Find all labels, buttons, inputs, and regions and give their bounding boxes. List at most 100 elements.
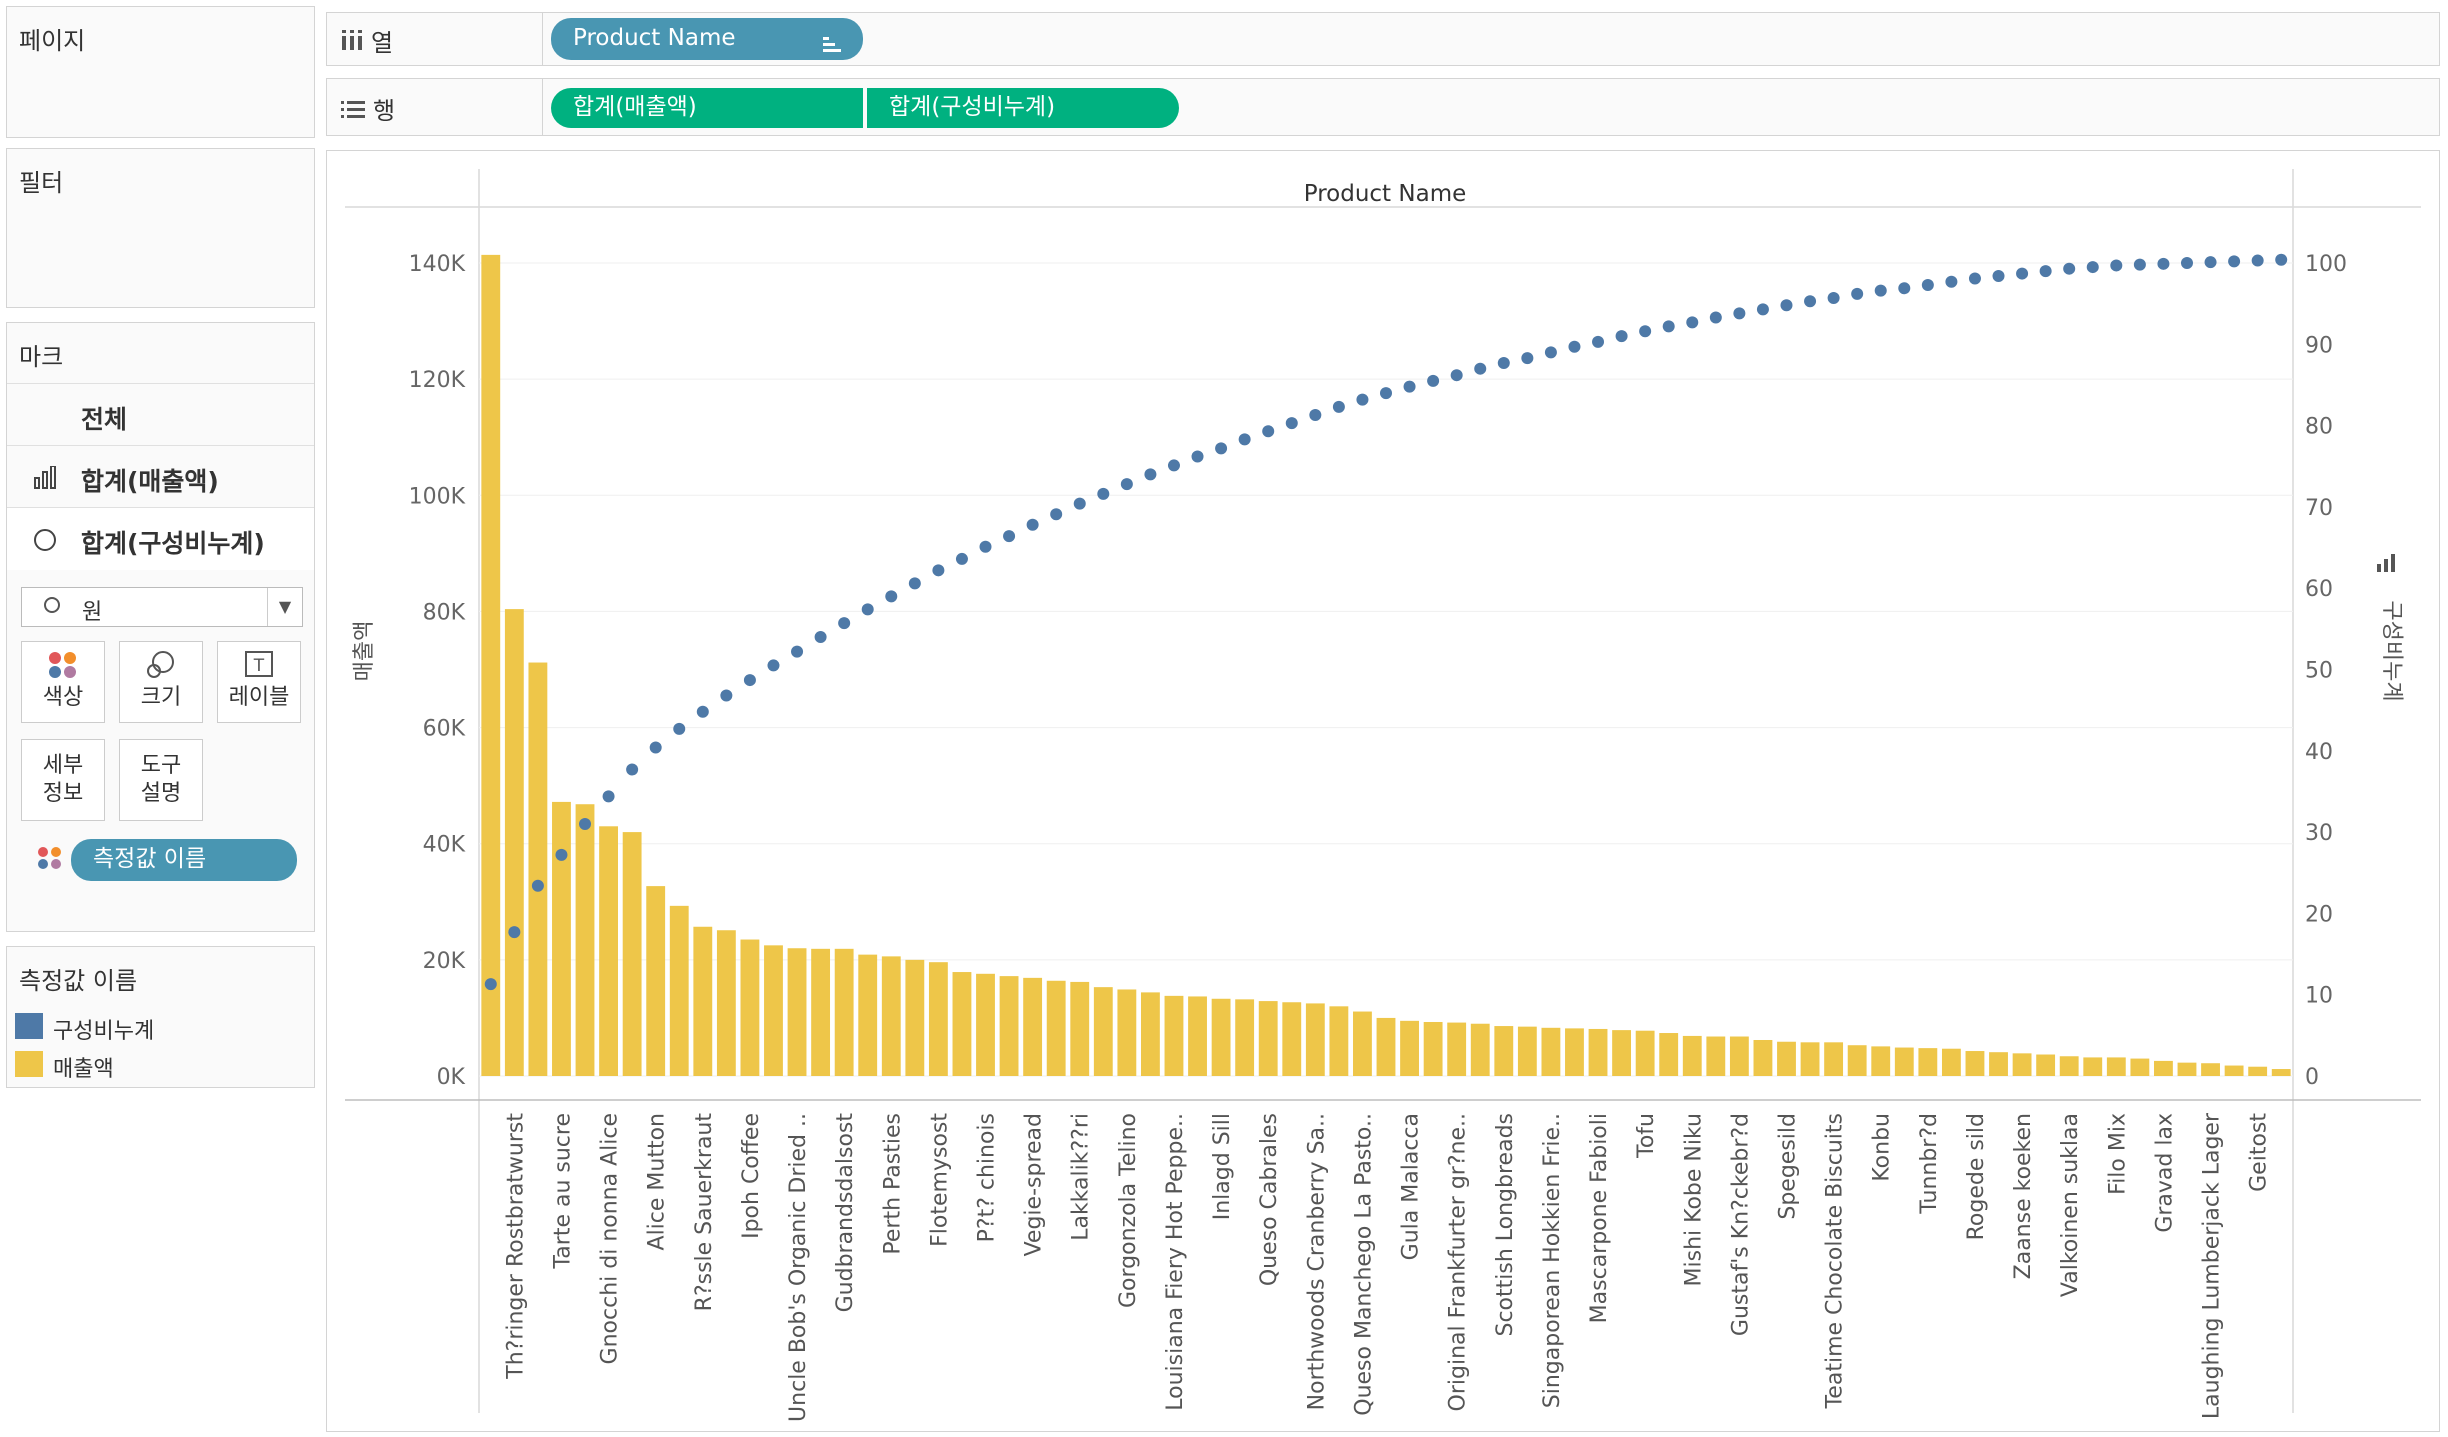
sales-bar[interactable] (669, 905, 689, 1076)
filters-card[interactable]: 필터 (6, 148, 315, 308)
sales-bar[interactable] (1517, 1026, 1537, 1076)
sales-bar[interactable] (1117, 989, 1137, 1076)
sales-bar[interactable] (952, 972, 972, 1076)
sales-bar[interactable] (1894, 1047, 1914, 1076)
sales-bar[interactable] (1164, 995, 1184, 1076)
sales-bar[interactable] (787, 948, 807, 1076)
cumulative-point[interactable] (2086, 261, 2099, 274)
cumulative-point[interactable] (814, 630, 827, 643)
cumulative-point[interactable] (885, 590, 898, 603)
sales-bar[interactable] (1777, 1041, 1796, 1076)
sales-bar[interactable] (1093, 987, 1113, 1076)
cumulative-point[interactable] (1285, 417, 1298, 430)
cumulative-point[interactable] (1262, 425, 1275, 438)
sales-bar[interactable] (2154, 1060, 2173, 1076)
cumulative-point[interactable] (673, 722, 686, 735)
cumulative-point[interactable] (2110, 259, 2123, 272)
sales-bar[interactable] (2012, 1053, 2032, 1076)
sales-bar[interactable] (905, 959, 925, 1076)
cumulative-point[interactable] (1097, 487, 1110, 500)
sales-bar[interactable] (2036, 1054, 2056, 1076)
cumulative-point[interactable] (602, 790, 615, 803)
cumulative-point[interactable] (1450, 369, 1463, 382)
cumulative-point[interactable] (649, 741, 662, 754)
pages-card[interactable]: 페이지 (6, 6, 315, 138)
cumulative-point[interactable] (1544, 346, 1557, 359)
cumulative-point[interactable] (1380, 387, 1392, 400)
sales-bar[interactable] (2083, 1057, 2103, 1076)
sales-bar[interactable] (1140, 992, 1160, 1076)
cumulative-point[interactable] (1733, 307, 1746, 320)
cumulative-point[interactable] (2133, 258, 2146, 271)
sales-bar[interactable] (928, 962, 948, 1076)
legend-item-cumulative[interactable]: 구성비누계 (53, 1019, 155, 1044)
sales-sum-pill[interactable]: 합계(매출액) (551, 88, 863, 128)
cumulative-point[interactable] (932, 564, 945, 577)
cumulative-point[interactable] (2180, 257, 2193, 269)
cumulative-point[interactable] (2251, 254, 2264, 267)
sales-bar[interactable] (1965, 1051, 1985, 1076)
sales-bar[interactable] (1188, 996, 1207, 1076)
sales-bar[interactable] (764, 945, 783, 1076)
cumulative-sum-pill[interactable]: 합계(구성비누계) (867, 88, 1179, 128)
cumulative-point[interactable] (696, 705, 709, 718)
sales-bar[interactable] (1706, 1036, 1726, 1076)
mark-type-dropdown[interactable]: 원 ▼ (21, 587, 303, 627)
sales-bar[interactable] (2224, 1065, 2244, 1076)
cumulative-point[interactable] (555, 848, 568, 861)
cumulative-point[interactable] (2016, 267, 2029, 280)
sales-bar[interactable] (1353, 1011, 1372, 1076)
cumulative-point[interactable] (1780, 299, 1793, 312)
chevron-down-icon[interactable]: ▼ (267, 588, 302, 626)
cumulative-point[interactable] (1898, 282, 1911, 295)
sales-bar[interactable] (1023, 977, 1043, 1076)
sales-bar[interactable] (1494, 1026, 1514, 1076)
sales-bar[interactable] (1612, 1030, 1632, 1076)
sales-bar[interactable] (1989, 1052, 2008, 1076)
sales-bar[interactable] (1447, 1022, 1467, 1076)
cumulative-point[interactable] (1356, 393, 1369, 406)
sales-bar[interactable] (1941, 1048, 1961, 1076)
cumulative-point[interactable] (1992, 270, 2005, 283)
sales-bar[interactable] (1423, 1021, 1443, 1076)
cumulative-point[interactable] (1921, 278, 1934, 291)
sales-bar[interactable] (976, 973, 995, 1076)
cumulative-point[interactable] (1639, 325, 1652, 338)
sales-bar[interactable] (2059, 1056, 2079, 1076)
sales-bar[interactable] (599, 826, 618, 1076)
cumulative-point[interactable] (1592, 335, 1605, 348)
cumulative-point[interactable] (1309, 409, 1322, 422)
cumulative-point[interactable] (743, 674, 756, 687)
cumulative-point[interactable] (531, 879, 544, 892)
detail-button[interactable]: 세부 정보 (21, 739, 105, 821)
sales-bar[interactable] (1541, 1027, 1561, 1076)
marks-tab-all[interactable]: 전체 (7, 383, 314, 446)
cumulative-point[interactable] (579, 817, 592, 830)
legend-item-sales[interactable]: 매출액 (53, 1057, 114, 1082)
sales-bar[interactable] (1305, 1003, 1325, 1076)
cumulative-point[interactable] (1568, 340, 1581, 353)
sales-bar[interactable] (1800, 1042, 1820, 1076)
cumulative-point[interactable] (1709, 311, 1722, 324)
tooltip-button[interactable]: 도구 설명 (119, 739, 203, 821)
sales-bar[interactable] (858, 954, 878, 1076)
cumulative-point[interactable] (1686, 316, 1699, 329)
sales-bar[interactable] (1565, 1028, 1584, 1076)
sales-bar[interactable] (1470, 1023, 1490, 1076)
cumulative-point[interactable] (767, 659, 780, 672)
sales-bar[interactable] (1659, 1033, 1679, 1076)
sales-bar[interactable] (1588, 1028, 1608, 1076)
cumulative-point[interactable] (1615, 330, 1628, 343)
cumulative-point[interactable] (1050, 508, 1063, 521)
sales-bar[interactable] (834, 948, 854, 1076)
sales-bar[interactable] (1070, 981, 1090, 1076)
sales-bar[interactable] (999, 976, 1019, 1076)
sales-bar[interactable] (1753, 1039, 1773, 1076)
cumulative-point[interactable] (2157, 257, 2170, 270)
product-name-pill[interactable]: Product Name (551, 18, 863, 60)
cumulative-point[interactable] (1474, 362, 1487, 375)
cumulative-point[interactable] (2039, 265, 2052, 278)
sales-bar[interactable] (881, 956, 901, 1076)
measure-names-color-pill[interactable]: 측정값 이름 (71, 839, 297, 881)
sales-bar[interactable] (1329, 1006, 1349, 1076)
